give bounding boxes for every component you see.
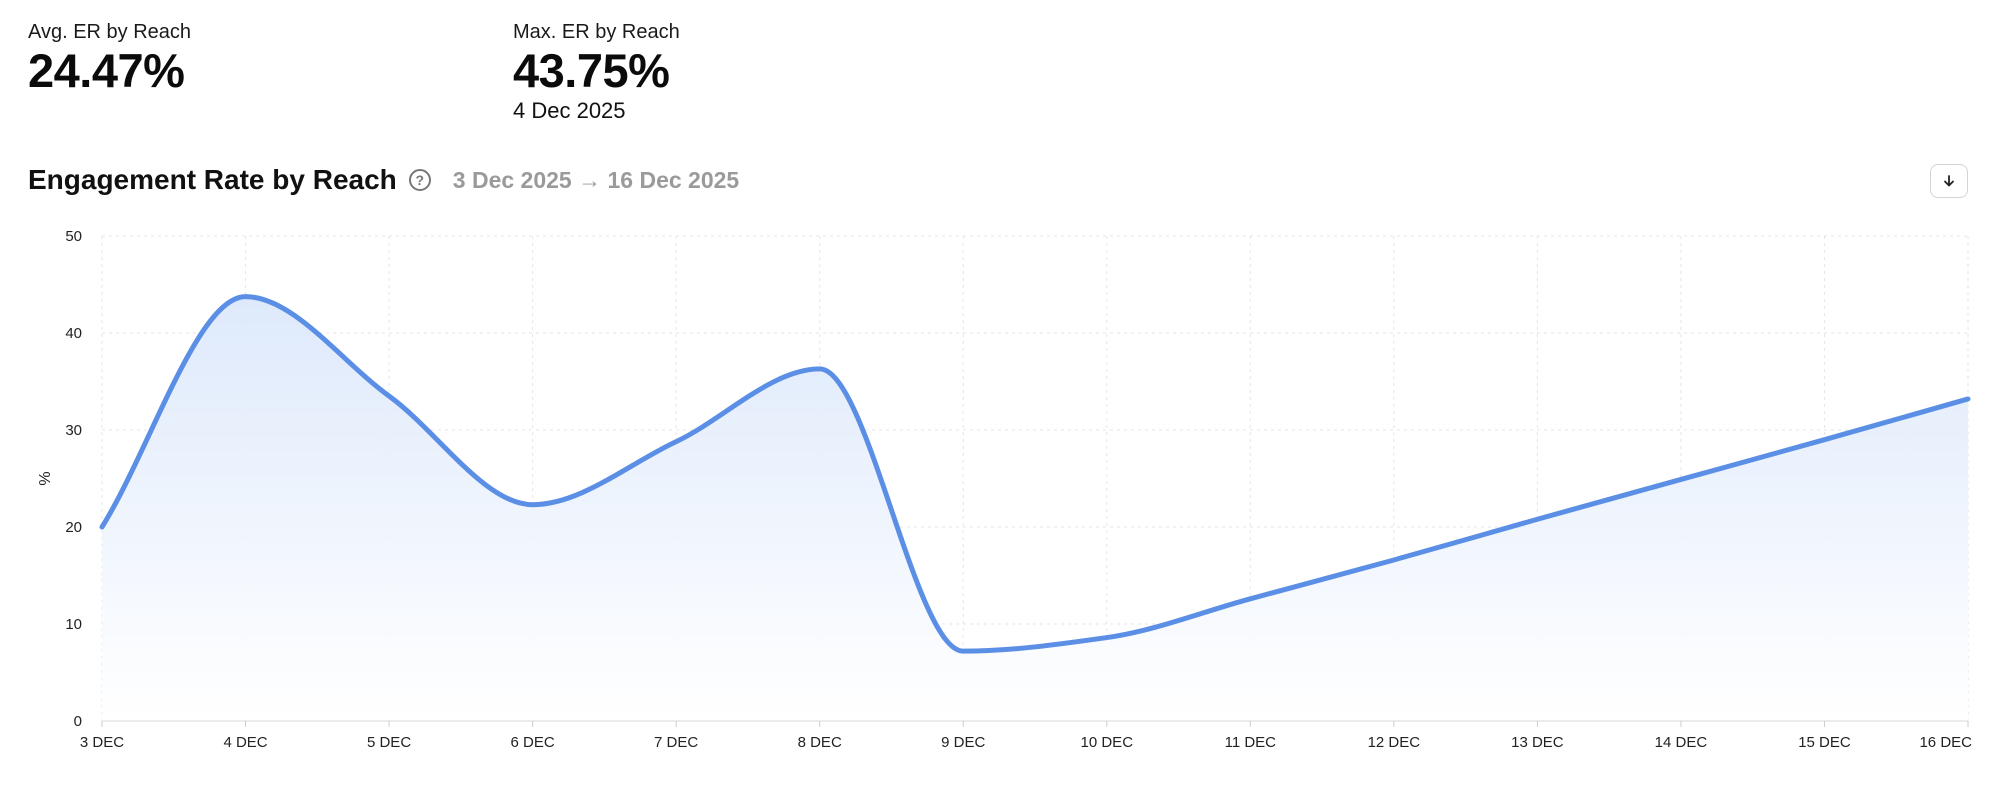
x-tick-label: 9 DEC [941,734,985,751]
chart-title: Engagement Rate by Reach [28,164,397,195]
x-tick-label: 14 DEC [1655,734,1708,751]
download-button[interactable] [1930,164,1968,198]
date-range: 3 Dec 2025 → 16 Dec 2025 [452,166,740,193]
stats-panel: Avg. ER by Reach 24.47% Max. ER by Reach… [28,20,1428,130]
max-er-label: Max. ER by Reach [513,21,680,43]
x-tick-label: 4 DEC [223,734,267,751]
x-tick-label: 7 DEC [654,734,698,751]
y-tick-label: 30 [65,422,82,439]
max-er-stat: Max. ER by Reach 43.75% 4 Dec 2025 [513,20,680,124]
y-tick-label: 50 [65,228,82,245]
y-tick-label: 40 [65,325,82,342]
y-tick-label: 20 [65,519,82,536]
series-line [99,294,1971,654]
x-tick-label: 6 DEC [511,734,555,751]
arrow-down-icon [1944,175,1954,187]
x-tick-label: 15 DEC [1798,734,1851,751]
x-tick-label: 16 DEC [1919,734,1972,751]
chart-header: Engagement Rate by Reach ? 3 Dec 2025 → … [28,160,739,200]
area-fill [102,296,1968,721]
y-tick-label: 0 [74,713,82,730]
x-tick-label: 3 DEC [80,734,124,751]
question-circle-icon[interactable]: ? [408,169,431,191]
x-tick-label: 11 DEC [1225,734,1277,751]
x-tick-label: 8 DEC [798,734,842,751]
x-tick-label: 10 DEC [1081,734,1134,751]
y-tick-label: 10 [65,616,82,633]
avg-er-value: 24.47% [28,44,185,97]
max-er-value: 43.75% [513,44,670,97]
x-tick-label: 5 DEC [367,734,411,751]
max-er-date: 4 Dec 2025 [513,98,626,123]
x-tick-label: 13 DEC [1511,734,1564,751]
x-tick-label: 12 DEC [1368,734,1421,751]
avg-er-label: Avg. ER by Reach [28,21,192,43]
avg-er-stat: Avg. ER by Reach 24.47% [28,20,191,98]
y-axis-label: % [37,471,54,485]
